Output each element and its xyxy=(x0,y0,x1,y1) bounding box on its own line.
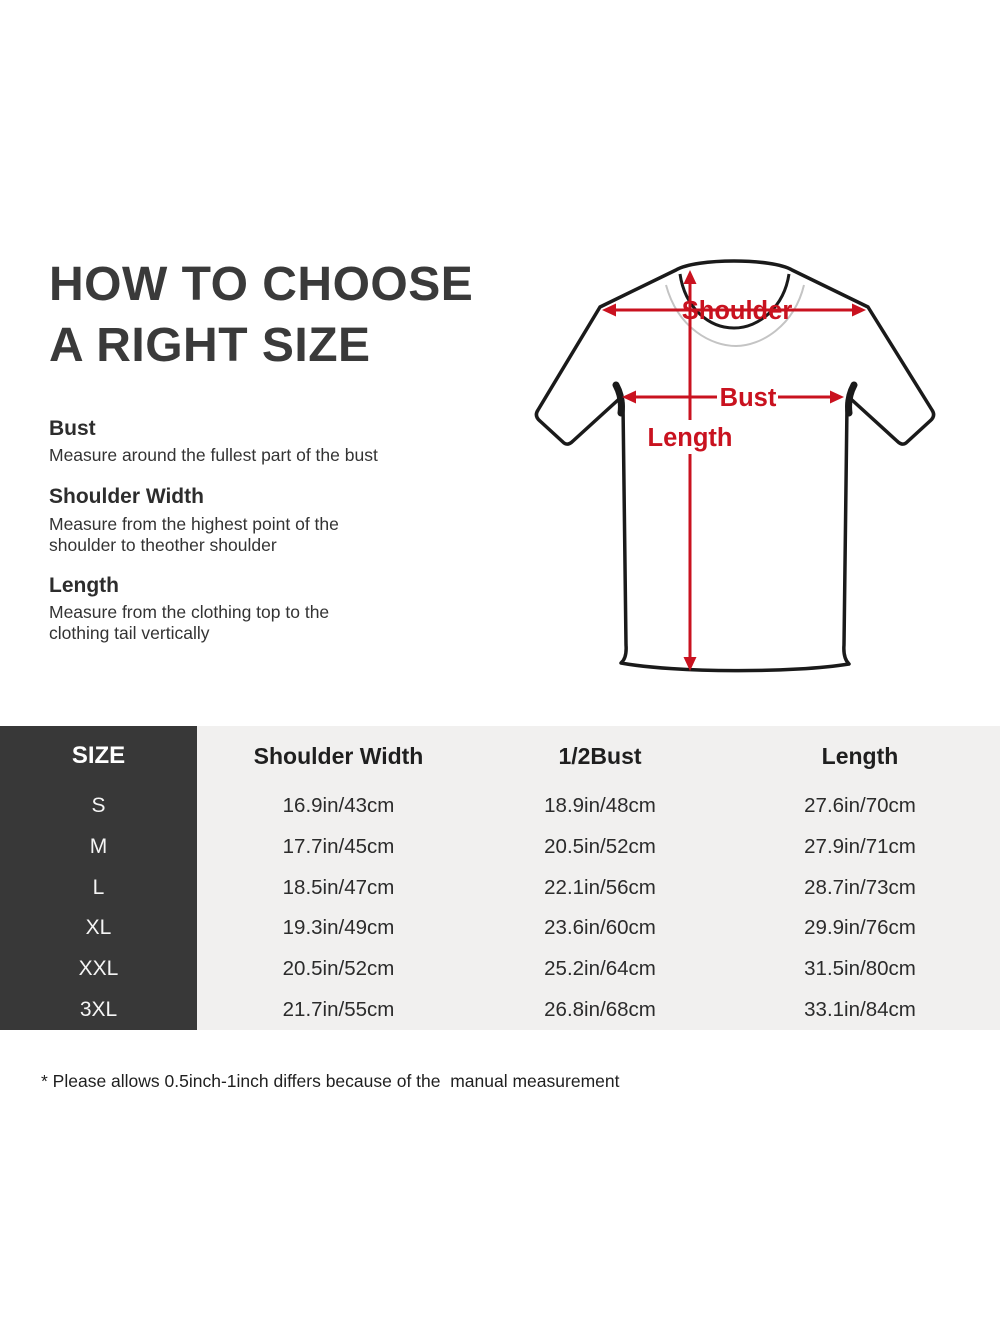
page-title: HOW TO CHOOSE A RIGHT SIZE xyxy=(49,254,473,376)
shoulder-text-line1: Measure from the highest point of the xyxy=(49,514,339,534)
table-row-size-label: 3XL xyxy=(0,989,197,1030)
collar-shadow xyxy=(665,284,805,348)
table-cell-length: 33.1in/84cm xyxy=(804,997,916,1021)
page-title-line2: A RIGHT SIZE xyxy=(49,319,371,372)
shoulder-section-title: Shoulder Width xyxy=(49,485,204,508)
table-cell-bust: 22.1in/56cm xyxy=(544,875,656,899)
table-cell-bust: 23.6in/60cm xyxy=(544,916,656,940)
page-title-line1: HOW TO CHOOSE xyxy=(49,258,474,311)
table-cell-shoulder: 18.5in/47cm xyxy=(282,875,395,899)
size-table-header-size: SIZE xyxy=(0,726,197,786)
bust-section-text: Measure around the fullest part of the b… xyxy=(49,445,378,466)
size-table-header-shoulder-width: Shoulder Width xyxy=(253,742,424,769)
table-cell-length: 31.5in/80cm xyxy=(804,956,916,980)
table-cell-length: 27.9in/71cm xyxy=(804,834,916,858)
table-cell-shoulder: 20.5in/52cm xyxy=(282,956,395,980)
bust-text-line1: Measure around the fullest part of the b… xyxy=(49,445,378,465)
tshirt-outline xyxy=(534,259,936,673)
table-row-size-label: L xyxy=(0,867,197,908)
table-cell-bust: 18.9in/48cm xyxy=(544,794,656,818)
size-table-header-half-bust: 1/2Bust xyxy=(558,742,642,769)
shoulder-arrow-label: Shoulder xyxy=(682,297,793,325)
length-section-title: Length xyxy=(49,574,119,597)
table-row-size-label: S xyxy=(0,786,197,827)
table-cell-shoulder: 17.7in/45cm xyxy=(282,834,395,858)
table-row-size-label: M xyxy=(0,826,197,868)
table-row-size-label: XL xyxy=(0,907,197,949)
table-cell-length: 29.9in/76cm xyxy=(804,916,916,940)
table-cell-bust: 20.5in/52cm xyxy=(544,834,656,858)
length-text-line2: clothing tail vertically xyxy=(49,623,210,643)
size-table-header-length: Length xyxy=(821,742,899,769)
size-table: SIZE Shoulder Width 1/2Bust Length S 16.… xyxy=(0,726,1000,1030)
table-row-size-label: XXL xyxy=(0,948,197,990)
shoulder-section-text: Measure from the highest point of the sh… xyxy=(49,514,339,556)
bust-arrow xyxy=(622,390,844,404)
tshirt-measure-diagram: Shoulder Bust Length xyxy=(534,259,936,673)
bust-section-title: Bust xyxy=(49,417,96,440)
table-cell-bust: 26.8in/68cm xyxy=(544,997,656,1021)
table-cell-length: 28.7in/73cm xyxy=(804,875,916,899)
table-cell-shoulder: 21.7in/55cm xyxy=(282,997,395,1021)
bust-arrow-label: Bust xyxy=(720,384,777,412)
table-cell-shoulder: 19.3in/49cm xyxy=(282,916,395,940)
table-cell-bust: 25.2in/64cm xyxy=(544,956,656,980)
shoulder-arrow xyxy=(602,303,866,317)
right-armpit-shade xyxy=(845,381,858,417)
length-text-line1: Measure from the clothing top to the xyxy=(49,602,330,622)
length-section-text: Measure from the clothing top to the clo… xyxy=(49,602,329,644)
table-cell-shoulder: 16.9in/43cm xyxy=(282,794,395,818)
left-armpit-shade xyxy=(612,381,625,417)
shoulder-text-line2: shoulder to theother shoulder xyxy=(49,535,277,555)
measurement-disclaimer: * Please allows 0.5inch-1inch differs be… xyxy=(41,1071,620,1091)
table-cell-length: 27.6in/70cm xyxy=(804,794,916,818)
length-arrow xyxy=(683,270,697,671)
length-arrow-label: Length xyxy=(648,424,733,452)
